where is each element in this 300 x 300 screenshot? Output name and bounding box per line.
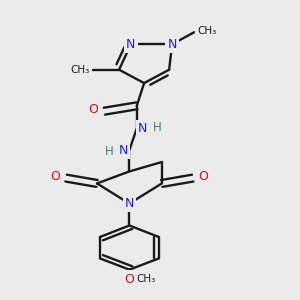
Text: O: O	[88, 103, 98, 116]
Text: N: N	[167, 38, 177, 51]
Text: O: O	[50, 170, 60, 183]
Text: CH₃: CH₃	[70, 65, 90, 75]
Text: CH₃: CH₃	[137, 274, 156, 284]
Text: N: N	[138, 122, 148, 135]
Text: N: N	[125, 197, 134, 210]
Text: N: N	[126, 38, 136, 51]
Text: H: H	[153, 121, 162, 134]
Text: N: N	[118, 143, 128, 157]
Text: CH₃: CH₃	[197, 26, 216, 36]
Text: O: O	[124, 272, 134, 286]
Text: O: O	[199, 170, 208, 183]
Text: H: H	[104, 145, 113, 158]
